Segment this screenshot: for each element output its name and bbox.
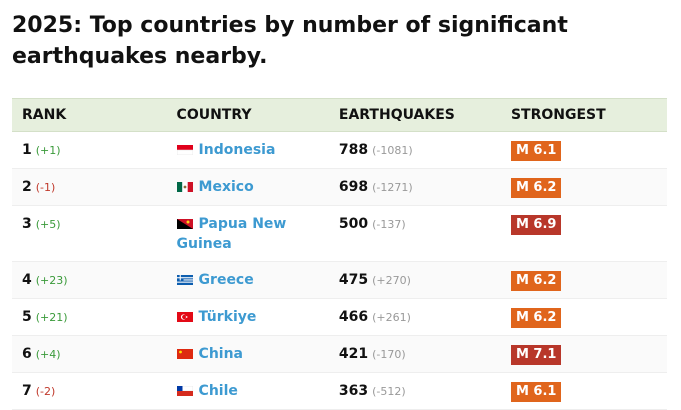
magnitude-badge: M 6.1 [510, 141, 562, 161]
rank-change: (+23) [35, 274, 68, 287]
column-header: EARTHQUAKES [328, 98, 501, 132]
earthquake-count: 475 [338, 272, 369, 288]
strongest-cell: M 6.2 [500, 261, 667, 299]
strongest-cell: M 6.2 [500, 168, 667, 206]
rank-cell: 6 (+4) [12, 335, 167, 373]
table-row: 4 (+23) Greece 475 (+270) M 6.2 [12, 261, 667, 299]
table-row: 6 (+4) China 421 (-170) M 7.1 [12, 335, 667, 373]
rank-cell: 3 (+5) [12, 205, 167, 262]
ranking-table: RANK COUNTRY EARTHQUAKES STRONGEST 1 (+1) Ind… [12, 98, 667, 410]
earthquake-change: (+270) [372, 274, 411, 287]
strongest-cell: M 6.2 [500, 298, 667, 336]
country-link[interactable]: Mexico [198, 179, 254, 195]
earthquakes-cell: 788 (-1081) [328, 131, 501, 169]
rank-change: (-1) [35, 181, 56, 194]
country-cell: Chile [166, 372, 329, 410]
country-link[interactable]: Greece [198, 272, 254, 288]
earthquake-change: (-512) [372, 385, 406, 398]
rank: 6 [22, 346, 32, 362]
flag-icon [176, 349, 193, 359]
flag-icon [176, 386, 193, 396]
column-header: COUNTRY [166, 98, 329, 132]
table-row: 2 (-1) Mexico 698 (-1271) M 6.2 [12, 168, 667, 206]
country-link[interactable]: Chile [198, 383, 238, 399]
page: {"title": "2025: Top countries by number… [12, 13, 667, 410]
earthquakes-cell: 421 (-170) [328, 335, 501, 373]
table-row: 1 (+1) Indonesia 788 (-1081) M 6.1 [12, 131, 667, 169]
earthquake-count: 421 [338, 346, 369, 362]
earthquake-change: (-170) [372, 348, 406, 361]
earthquake-change: (-1081) [372, 144, 413, 157]
country-cell: Mexico [166, 168, 329, 206]
earthquakes-cell: 466 (+261) [328, 298, 501, 336]
rank-change: (-2) [35, 385, 56, 398]
flag-icon [176, 219, 193, 229]
flag-icon [176, 275, 193, 285]
earthquake-count: 363 [338, 383, 369, 399]
country-cell: Greece [166, 261, 329, 299]
earthquake-count: 788 [338, 142, 369, 158]
earthquakes-cell: 363 (-512) [328, 372, 501, 410]
country-cell: Türkiye [166, 298, 329, 336]
country-cell: Indonesia [166, 131, 329, 169]
country-link[interactable]: Türkiye [198, 309, 257, 325]
table-row: 5 (+21) Türkiye 466 (+261) M 6.2 [12, 298, 667, 336]
strongest-cell: M 6.9 [500, 205, 667, 262]
magnitude-badge: M 6.2 [510, 271, 562, 291]
rank: 4 [22, 272, 32, 288]
magnitude-badge: M 6.9 [510, 215, 562, 235]
rank-change: (+21) [35, 311, 68, 324]
magnitude-badge: M 6.2 [510, 178, 562, 198]
country-link[interactable]: Papua New Guinea [176, 216, 287, 252]
strongest-cell: M 6.1 [500, 372, 667, 410]
rank-cell: 2 (-1) [12, 168, 167, 206]
flag-icon [176, 145, 193, 155]
flag-icon [176, 312, 193, 322]
earthquakes-cell: 698 (-1271) [328, 168, 501, 206]
earthquake-change: (-137) [372, 218, 406, 231]
earthquakes-cell: 475 (+270) [328, 261, 501, 299]
strongest-cell: M 7.1 [500, 335, 667, 373]
rank-cell: 4 (+23) [12, 261, 167, 299]
magnitude-badge: M 6.1 [510, 382, 562, 402]
header-row: RANK COUNTRY EARTHQUAKES STRONGEST [12, 98, 667, 132]
rank: 2 [22, 179, 32, 195]
earthquake-count: 466 [338, 309, 369, 325]
rank-cell: 7 (-2) [12, 372, 167, 410]
rank: 3 [22, 216, 32, 232]
rank: 7 [22, 383, 32, 399]
rank-cell: 1 (+1) [12, 131, 167, 169]
earthquakes-cell: 500 (-137) [328, 205, 501, 262]
strongest-cell: M 6.1 [500, 131, 667, 169]
table-row: 7 (-2) Chile 363 (-512) M 6.1 [12, 372, 667, 410]
rank-change: (+4) [35, 348, 61, 361]
country-link[interactable]: Indonesia [198, 142, 276, 158]
rank-cell: 5 (+21) [12, 298, 167, 336]
table-row: 3 (+5) Papua New Guinea 500 (-137) M 6.9 [12, 205, 667, 262]
country-link[interactable]: China [198, 346, 244, 362]
earthquake-change: (+261) [372, 311, 411, 324]
country-cell: Papua New Guinea [166, 205, 329, 262]
column-header: STRONGEST [500, 98, 667, 132]
country-cell: China [166, 335, 329, 373]
magnitude-badge: M 6.2 [510, 308, 562, 328]
earthquake-count: 500 [338, 216, 369, 232]
rank-change: (+5) [35, 218, 61, 231]
flag-icon [176, 182, 193, 192]
rank: 1 [22, 142, 32, 158]
earthquake-count: 698 [338, 179, 369, 195]
rank-change: (+1) [35, 144, 61, 157]
rank: 5 [22, 309, 32, 325]
page-title: 2025: Top countries by number of signifi… [12, 13, 568, 69]
magnitude-badge: M 7.1 [510, 345, 562, 365]
earthquake-change: (-1271) [372, 181, 413, 194]
column-header: RANK [12, 98, 167, 132]
